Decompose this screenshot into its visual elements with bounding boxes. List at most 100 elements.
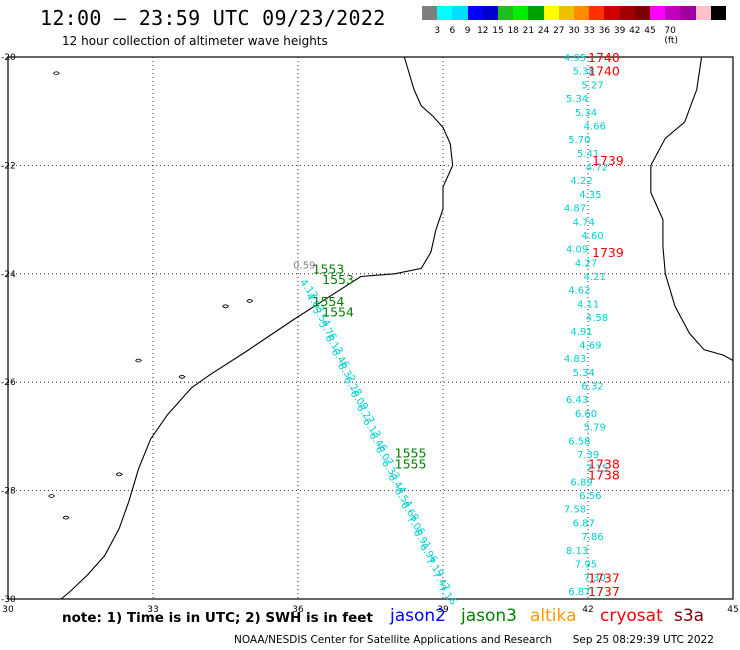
swh-value-label: 6.58 bbox=[568, 436, 590, 447]
swh-value-label: 5.34 bbox=[573, 368, 595, 379]
swh-value-label: 4.21 bbox=[584, 272, 606, 283]
swh-value-label: 5.34 bbox=[566, 94, 588, 105]
time-label: 1553 bbox=[313, 261, 345, 276]
page-title: 12:00 – 23:59 UTC 09/23/2022 bbox=[40, 6, 386, 30]
swh-value-label: 6.87 bbox=[568, 587, 590, 598]
island-shape bbox=[222, 304, 230, 309]
time-label: 1740 bbox=[588, 64, 620, 79]
colorbar-swatch bbox=[619, 6, 636, 20]
colorbar-label: 42 bbox=[629, 26, 641, 36]
lon-tick-label: 45 bbox=[727, 605, 738, 615]
swh-value-label: 4.87 bbox=[564, 204, 586, 215]
note-text: note: 1) Time is in UTC; 2) SWH is in fe… bbox=[62, 610, 373, 626]
swh-value-label: 7.30 bbox=[584, 573, 606, 584]
island-shape bbox=[115, 472, 123, 477]
lat-tick-label: -30 bbox=[1, 595, 16, 605]
swh-value-label: 4.35 bbox=[579, 190, 601, 201]
colorbar-swatch bbox=[695, 6, 712, 20]
time-label: 1555 bbox=[395, 457, 427, 472]
lat-tick-label: -26 bbox=[1, 378, 16, 388]
time-label: 1739 bbox=[592, 245, 624, 260]
legend-altika: altika bbox=[530, 606, 577, 626]
colorbar-swatch bbox=[482, 6, 499, 20]
island-shape bbox=[135, 358, 143, 363]
swh-value-label: 7.39 bbox=[577, 450, 599, 461]
colorbar-swatch bbox=[437, 6, 453, 20]
swh-value-label: 6.60 bbox=[575, 409, 597, 420]
lon-tick-label: 36 bbox=[292, 605, 304, 615]
colorbar-swatch bbox=[574, 6, 590, 20]
lat-tick-label: -28 bbox=[1, 487, 16, 497]
swh-value-label: 8.13 bbox=[566, 546, 588, 557]
swh-value-label: 7.95 bbox=[575, 559, 597, 570]
swh-value-label: 5.79 bbox=[584, 423, 606, 434]
swh-value-label: 6.56 bbox=[579, 491, 601, 502]
colorbar-label: 36 bbox=[598, 26, 611, 36]
colorbar-swatch bbox=[543, 6, 560, 20]
swh-value-label: 6.32 bbox=[581, 382, 603, 393]
colorbar-swatch bbox=[558, 6, 575, 20]
colorbar-swatch bbox=[467, 6, 484, 20]
swh-value-label: 4.62 bbox=[568, 286, 590, 297]
colorbar-label: 33 bbox=[583, 26, 595, 36]
swh-value-label: 5.34 bbox=[575, 108, 597, 119]
colorbar-swatch bbox=[513, 6, 529, 20]
colorbar-swatch bbox=[634, 6, 651, 20]
colorbar-label: 9 bbox=[464, 26, 471, 36]
swh-value-label: 4.69 bbox=[579, 340, 601, 351]
colorbar-label: 30 bbox=[568, 26, 580, 36]
colorbar-label: 18 bbox=[507, 26, 519, 36]
swh-value-label: 4.66 bbox=[584, 121, 606, 132]
swh-value-label: 4.95 bbox=[564, 53, 586, 64]
colorbar-swatch bbox=[650, 6, 666, 20]
swh-value-label: 4.27 bbox=[575, 258, 597, 269]
page-subtitle: 12 hour collection of altimeter wave hei… bbox=[62, 34, 328, 48]
swh-value-label: 0.59 bbox=[293, 260, 315, 271]
time-label: 1554 bbox=[313, 294, 345, 309]
lon-tick-label: 42 bbox=[582, 605, 593, 615]
legend-jason3: jason3 bbox=[461, 606, 517, 626]
swh-value-label: 4.83 bbox=[564, 354, 586, 365]
colorbar-swatch bbox=[422, 6, 438, 20]
swh-value-label: 7.86 bbox=[581, 532, 603, 543]
colorbar-swatch bbox=[710, 6, 727, 20]
swh-value-label: 7.16 bbox=[436, 583, 458, 607]
colorbar-label: 24 bbox=[537, 26, 550, 36]
island-shape bbox=[48, 494, 56, 498]
swh-value-label: 6.43 bbox=[566, 395, 588, 406]
lat-tick-label: -22 bbox=[1, 161, 16, 171]
swh-value-label: 6.89 bbox=[570, 477, 592, 488]
legend-s3a: s3a bbox=[674, 606, 705, 626]
colorbar-swatch bbox=[528, 6, 545, 20]
lat-tick-label: -24 bbox=[1, 270, 16, 280]
swh-value-label: 7.15 bbox=[586, 464, 608, 475]
swh-value-label: 5.38 bbox=[573, 67, 595, 78]
island-shape bbox=[178, 374, 186, 379]
colorbar-label: 6 bbox=[449, 26, 456, 36]
lat-tick-label: -20 bbox=[1, 53, 16, 63]
swh-value-label: 4.72 bbox=[586, 163, 608, 174]
time-label: 1740 bbox=[588, 50, 620, 65]
colorbar-label: 45 bbox=[644, 26, 656, 36]
colorbar-swatch bbox=[452, 6, 469, 20]
map-frame bbox=[7, 56, 734, 600]
legend-note: note: 1) Time is in UTC; 2) SWH is in fe… bbox=[62, 610, 373, 626]
island-shape bbox=[246, 299, 254, 303]
colorbar-label: 39 bbox=[613, 26, 626, 36]
colorbar-label: 21 bbox=[522, 26, 535, 36]
swh-value-label: 4.91 bbox=[570, 327, 592, 338]
colorbar-label: 3 bbox=[434, 26, 441, 36]
colorbar-swatch bbox=[589, 6, 605, 20]
swh-value-label: 4.09 bbox=[566, 245, 588, 256]
swh-value-label: 4.11 bbox=[577, 299, 599, 310]
swh-value-label: 4.60 bbox=[581, 231, 603, 242]
swh-value-label: 5.27 bbox=[581, 80, 603, 91]
swh-value-label: 4.74 bbox=[573, 217, 595, 228]
swh-value-label: 5.70 bbox=[568, 135, 590, 146]
swh-value-label: 4.58 bbox=[586, 313, 608, 324]
swh-value-label: 5.41 bbox=[577, 149, 599, 160]
time-label: 1554 bbox=[322, 305, 354, 320]
time-label: 1739 bbox=[592, 153, 624, 168]
island-shape bbox=[53, 71, 60, 76]
